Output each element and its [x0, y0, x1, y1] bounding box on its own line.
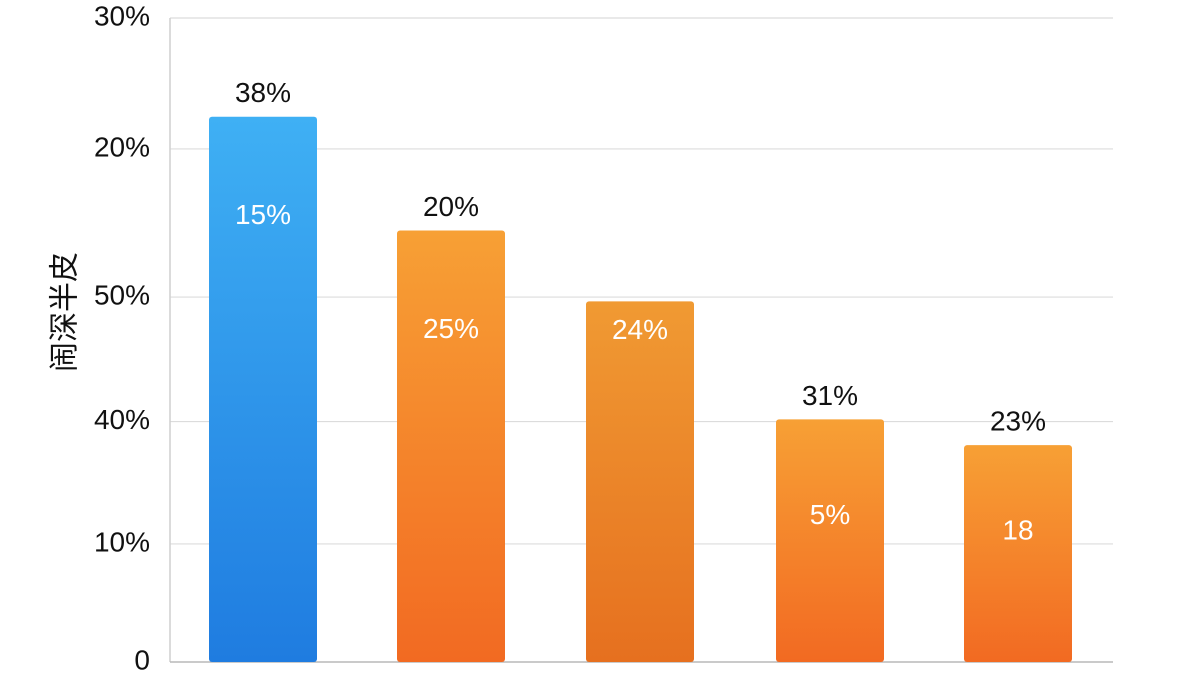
y-tick-label: 20% — [94, 131, 150, 162]
bar-inner-label: 5% — [810, 499, 850, 530]
bar — [586, 301, 694, 662]
bar-top-label: 23% — [990, 406, 1046, 437]
y-axis-title: 闹深半皮 — [48, 252, 83, 372]
bar — [776, 419, 884, 662]
y-tick-label: 30% — [94, 0, 150, 31]
bar — [209, 116, 317, 663]
bar-inner-label: 24% — [612, 314, 668, 345]
bar-inner-label: 15% — [235, 199, 291, 230]
bar — [397, 230, 505, 662]
y-tick-label: 10% — [94, 526, 150, 557]
y-tick-label: 40% — [94, 404, 150, 435]
bar-top-label: 20% — [423, 191, 479, 222]
bar-top-label: 31% — [802, 380, 858, 411]
bar-top-label: 38% — [235, 77, 291, 108]
y-tick-label: 0 — [134, 644, 150, 675]
bar-inner-label: 18 — [1002, 514, 1033, 545]
bar-inner-label: 25% — [423, 313, 479, 344]
bar — [964, 445, 1072, 662]
y-tick-label: 50% — [94, 279, 150, 310]
